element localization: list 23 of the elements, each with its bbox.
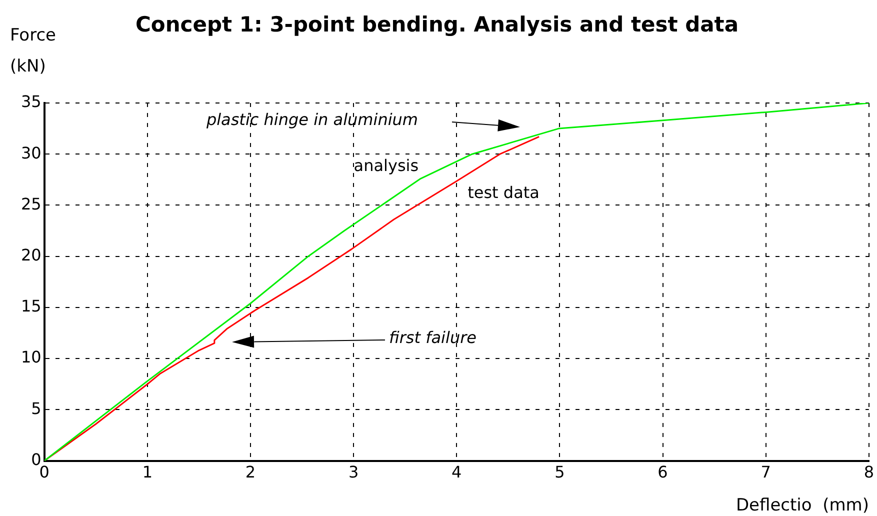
y-tick-label: 0	[31, 450, 42, 469]
x-tick-label: 7	[760, 462, 771, 482]
annotation: plastic hinge in aluminium	[205, 110, 418, 130]
x-tick-label: 4	[452, 462, 462, 482]
x-tick-label: 5	[554, 462, 565, 482]
y-tick-label: 35	[21, 92, 42, 112]
y-tick-label: 15	[21, 296, 42, 316]
y-tick-label: 5	[31, 398, 42, 418]
x-tick-label: 6	[658, 462, 668, 482]
y-tick-label: 20	[21, 246, 42, 264]
y-tick-label: 10	[21, 348, 42, 367]
x-tick-label: 1	[142, 462, 153, 482]
x-tick-label: 2	[245, 462, 256, 482]
y-axis-title: Force (kN)	[10, 25, 56, 76]
chart-title: Concept 1: 3-point bending. Analysis and test data	[136, 12, 738, 36]
x-axis-title: Deflectio (mm)	[736, 495, 869, 516]
series-label: analysis	[354, 156, 419, 175]
annotation: first failure	[389, 328, 477, 348]
y-tick-label: 30	[21, 143, 42, 162]
y-tick-label: 25	[21, 194, 42, 214]
x-tick-label: 8	[864, 462, 874, 482]
x-tick-label: 3	[348, 462, 359, 482]
series-label: test data	[468, 182, 540, 202]
